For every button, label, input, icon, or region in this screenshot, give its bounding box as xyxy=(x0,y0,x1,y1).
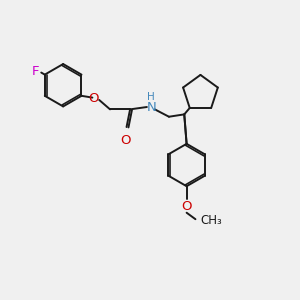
Text: H: H xyxy=(147,92,155,102)
Text: O: O xyxy=(120,134,130,146)
Text: O: O xyxy=(88,92,99,105)
Text: N: N xyxy=(146,101,156,114)
Text: O: O xyxy=(182,200,192,213)
Text: F: F xyxy=(32,64,40,78)
Text: CH₃: CH₃ xyxy=(201,214,223,227)
